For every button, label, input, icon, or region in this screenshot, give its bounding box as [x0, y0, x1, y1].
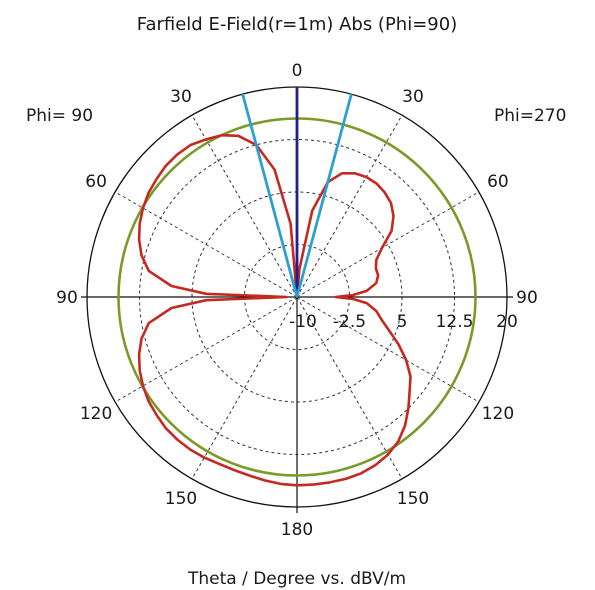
- angle-tick-labels: 0 30 30 60 60 90 90 120 120 150 150 180: [56, 61, 538, 540]
- angle-tick-label: 120: [80, 404, 112, 424]
- angle-tick-label: 30: [170, 87, 192, 107]
- phi-left-label: Phi= 90: [26, 106, 93, 126]
- angle-tick-label: 120: [482, 404, 514, 424]
- angle-tick-label: 0: [292, 61, 303, 81]
- x-axis-label: Theta / Degree vs. dBV/m: [187, 569, 406, 589]
- radial-tick-label: 20: [496, 312, 518, 332]
- grid-spoke: [191, 296, 298, 480]
- beam-marker-line: [295, 93, 353, 298]
- angle-tick-label: 150: [397, 489, 429, 509]
- angle-tick-label: 60: [85, 172, 107, 192]
- angle-tick-label: 90: [516, 288, 538, 308]
- angle-tick-label: 150: [165, 489, 197, 509]
- grid-spoke: [191, 114, 298, 298]
- radial-tick-label: 12.5: [436, 312, 474, 332]
- grid-spoke: [296, 191, 480, 298]
- angle-tick-label: 60: [487, 172, 509, 192]
- grid-spoke: [296, 114, 403, 298]
- radial-tick-labels: -10 -2.5 5 12.5 20: [289, 312, 518, 332]
- grid-spoke: [114, 191, 298, 298]
- series-line: [137, 133, 412, 487]
- phi-right-label: Phi=270: [494, 106, 566, 126]
- angle-tick-label: 90: [56, 288, 78, 308]
- angle-tick-label: 30: [402, 87, 424, 107]
- grid-spoke: [296, 296, 403, 480]
- angle-tick-label: 180: [281, 520, 313, 540]
- radial-tick-label: -2.5: [333, 312, 366, 332]
- chart-title: Farfield E-Field(r=1m) Abs (Phi=90): [137, 14, 457, 35]
- beam-marker-line: [241, 93, 299, 298]
- radial-tick-label: -10: [289, 312, 317, 332]
- grid-spoke: [296, 296, 480, 403]
- grid-spoke: [114, 296, 298, 403]
- radial-tick-label: 5: [397, 312, 408, 332]
- series-layer: [117, 87, 477, 487]
